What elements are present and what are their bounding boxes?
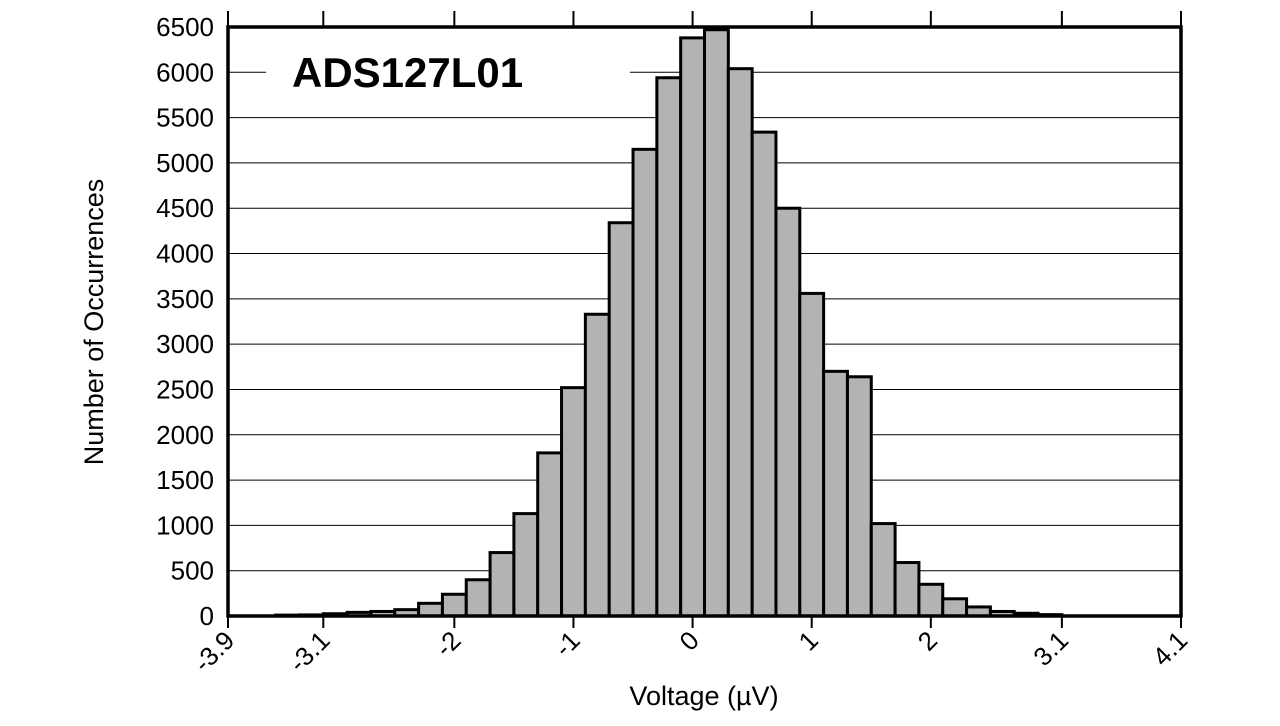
- chart-title: ADS127L01: [292, 49, 523, 96]
- histogram-bar: [440, 592, 468, 618]
- x-tick-label: -3.9: [187, 625, 240, 678]
- histogram-bar: [774, 206, 802, 618]
- plot-frame: [226, 25, 1183, 618]
- title-background: [266, 44, 630, 102]
- x-tick-label: -1: [548, 625, 586, 663]
- y-tick-label: 500: [171, 556, 214, 586]
- x-tick-label: 3.1: [1027, 625, 1074, 672]
- x-tick-label: 0: [673, 625, 704, 656]
- y-tick-label: 4000: [156, 239, 214, 269]
- histogram-bar: [941, 597, 969, 618]
- x-tick-label: -2: [429, 625, 467, 663]
- y-axis-label: Number of Occurrences: [79, 179, 109, 466]
- histogram-bar: [822, 369, 849, 618]
- x-tick-label: 4.1: [1146, 625, 1193, 672]
- histogram-bar: [488, 551, 516, 618]
- y-tick-label: 2500: [156, 374, 214, 404]
- histogram-bar: [583, 312, 611, 618]
- histogram-bar: [655, 76, 683, 618]
- y-tick-label: 1500: [156, 465, 214, 495]
- axis-ticks: [227, 11, 1182, 628]
- histogram-bar: [726, 67, 754, 618]
- histogram-bar: [750, 130, 778, 618]
- histogram-bar: [869, 522, 897, 618]
- histogram-bar: [536, 451, 564, 618]
- histogram-bar: [679, 36, 706, 618]
- histogram-bar: [560, 386, 587, 618]
- histogram-bar: [631, 147, 659, 618]
- histogram-bar: [464, 578, 492, 618]
- x-tick-label: -3.1: [283, 625, 336, 678]
- y-axis-tick-labels: 0 500 1000 1500 2000 2500 3000 3500 4000 4500 5000…: [156, 12, 214, 631]
- histogram-bars: [274, 28, 1064, 618]
- histogram-bar: [703, 28, 730, 618]
- x-tick-label: 2: [912, 625, 943, 656]
- y-tick-label: 6500: [156, 12, 214, 42]
- y-tick-label: 3500: [156, 284, 214, 314]
- y-tick-label: 0: [200, 601, 214, 631]
- y-tick-label: 2000: [156, 420, 214, 450]
- x-tick-label: 1: [793, 625, 824, 656]
- histogram-bar: [607, 221, 635, 618]
- y-tick-label: 1000: [156, 510, 214, 540]
- histogram-bar: [917, 582, 945, 618]
- histogram-bar: [893, 561, 921, 618]
- y-tick-label: 5500: [156, 103, 214, 133]
- y-tick-label: 4500: [156, 193, 214, 223]
- x-axis-tick-labels: -3.9 -3.1 -2 -1 0 1 2 3.1 4.1: [187, 625, 1193, 678]
- histogram-bar: [512, 512, 540, 618]
- histogram-bar: [417, 601, 444, 618]
- x-axis-label: Voltage (µV): [629, 681, 778, 711]
- y-tick-label: 5000: [156, 148, 214, 178]
- histogram-bar: [845, 375, 873, 618]
- histogram-bar: [798, 291, 826, 618]
- y-tick-label: 3000: [156, 329, 214, 359]
- y-tick-label: 6000: [156, 57, 214, 87]
